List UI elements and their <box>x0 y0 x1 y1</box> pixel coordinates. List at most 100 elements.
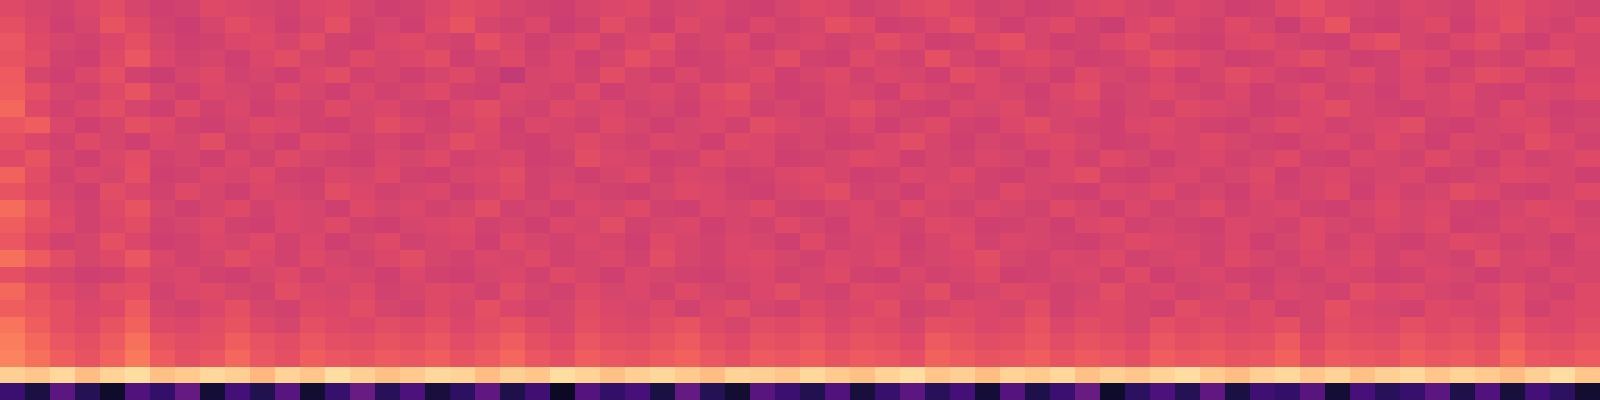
heatmap-cell <box>300 317 326 334</box>
heatmap-cell <box>1150 250 1176 267</box>
heatmap-cell <box>400 283 426 300</box>
heatmap-cell <box>1075 100 1101 117</box>
heatmap-cell <box>700 383 726 400</box>
heatmap-cell <box>1225 50 1251 67</box>
heatmap-cell <box>1475 217 1501 234</box>
heatmap-cell <box>50 83 76 100</box>
heatmap-cell <box>500 83 526 100</box>
heatmap-cell <box>1350 133 1376 150</box>
heatmap-cell <box>250 267 276 284</box>
heatmap-cell <box>1050 50 1076 67</box>
heatmap-cell <box>375 383 401 400</box>
heatmap-cell <box>275 250 301 267</box>
heatmap-cell <box>1250 117 1276 134</box>
heatmap-cell <box>1025 233 1051 250</box>
heatmap-cell <box>425 67 451 84</box>
heatmap-cell <box>1575 200 1600 217</box>
heatmap-cell <box>50 283 76 300</box>
heatmap-cell <box>325 133 351 150</box>
heatmap-cell <box>1525 117 1551 134</box>
heatmap-cell <box>700 250 726 267</box>
heatmap-cell <box>1325 383 1351 400</box>
heatmap-cell <box>1525 217 1551 234</box>
heatmap-cell <box>125 350 151 367</box>
heatmap-cell <box>650 50 676 67</box>
heatmap-cell <box>1175 317 1201 334</box>
heatmap-cell <box>775 300 801 317</box>
heatmap-cell <box>1225 200 1251 217</box>
heatmap-cell <box>975 267 1001 284</box>
heatmap-cell <box>525 50 551 67</box>
heatmap-cell <box>575 183 601 200</box>
heatmap-cell <box>1250 133 1276 150</box>
heatmap-cell <box>1275 233 1301 250</box>
heatmap-cell <box>1250 217 1276 234</box>
heatmap-cell <box>1225 183 1251 200</box>
heatmap-cell <box>1450 117 1476 134</box>
heatmap-cell <box>650 250 676 267</box>
heatmap-cell <box>1300 133 1326 150</box>
heatmap-cell <box>425 383 451 400</box>
heatmap-cell <box>200 183 226 200</box>
heatmap-cell <box>325 50 351 67</box>
heatmap-cell <box>1125 33 1151 50</box>
heatmap-cell <box>625 33 651 50</box>
heatmap-cell <box>650 117 676 134</box>
heatmap-cell <box>300 283 326 300</box>
heatmap-cell <box>125 50 151 67</box>
heatmap-cell <box>875 250 901 267</box>
heatmap-cell <box>1475 267 1501 284</box>
heatmap-cell <box>1325 200 1351 217</box>
heatmap-cell <box>200 217 226 234</box>
heatmap-cell <box>500 50 526 67</box>
heatmap-cell <box>1300 200 1326 217</box>
heatmap-cell <box>275 217 301 234</box>
heatmap-cell <box>1400 250 1426 267</box>
heatmap-cell <box>850 67 876 84</box>
heatmap-cell <box>1125 300 1151 317</box>
heatmap-cell <box>525 33 551 50</box>
heatmap-cell <box>775 367 801 384</box>
heatmap-cell <box>1500 83 1526 100</box>
heatmap-cell <box>525 333 551 350</box>
heatmap-cell <box>50 233 76 250</box>
heatmap-cell <box>225 217 251 234</box>
heatmap-cell <box>1075 67 1101 84</box>
heatmap-cell <box>175 100 201 117</box>
heatmap-cell <box>750 233 776 250</box>
heatmap-cell <box>1375 200 1401 217</box>
heatmap-cell <box>725 333 751 350</box>
heatmap-cell <box>700 100 726 117</box>
heatmap-cell <box>1400 150 1426 167</box>
heatmap-cell <box>400 0 426 17</box>
heatmap-cell <box>0 83 26 100</box>
heatmap-cell <box>1300 333 1326 350</box>
heatmap-cell <box>300 383 326 400</box>
heatmap-cell <box>1250 267 1276 284</box>
heatmap-cell <box>950 33 976 50</box>
heatmap-cell <box>1000 250 1026 267</box>
heatmap-cell <box>550 0 576 17</box>
heatmap-cell <box>150 67 176 84</box>
heatmap-cell <box>1150 283 1176 300</box>
heatmap-cell <box>1350 50 1376 67</box>
heatmap-cell <box>1575 333 1600 350</box>
heatmap-cell <box>625 333 651 350</box>
heatmap-cell <box>325 367 351 384</box>
heatmap-cell <box>1000 300 1026 317</box>
heatmap-cell <box>425 300 451 317</box>
heatmap-cell <box>1225 283 1251 300</box>
heatmap-cell <box>700 50 726 67</box>
heatmap-cell <box>50 350 76 367</box>
heatmap-cell <box>625 150 651 167</box>
heatmap-cell <box>1575 17 1600 34</box>
heatmap-cell <box>1125 117 1151 134</box>
heatmap-cell <box>675 350 701 367</box>
heatmap-cell <box>75 217 101 234</box>
heatmap-cell <box>200 200 226 217</box>
heatmap-cell <box>1125 167 1151 184</box>
heatmap-cell <box>725 17 751 34</box>
heatmap-cell <box>550 217 576 234</box>
heatmap-cell <box>0 167 26 184</box>
heatmap-cell <box>75 300 101 317</box>
